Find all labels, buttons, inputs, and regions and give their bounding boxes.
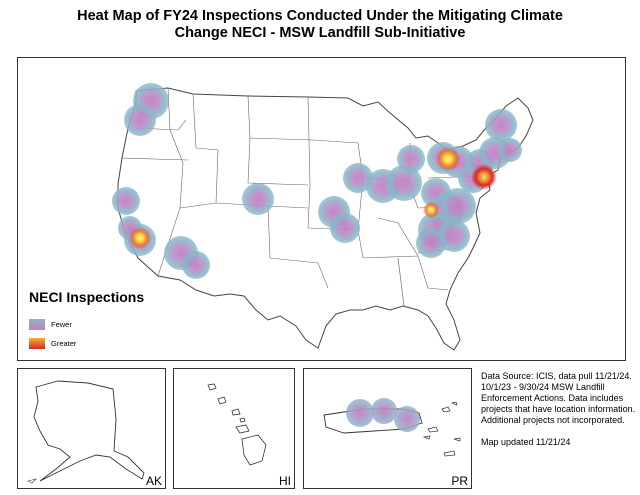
puerto-rico-label: PR (451, 474, 468, 488)
us-map-frame: NECI Inspections Fewer Greater (17, 57, 626, 361)
legend-swatch-greater (29, 338, 45, 349)
us-map (112, 83, 534, 351)
map-title-line1: Heat Map of FY24 Inspections Conducted U… (77, 8, 563, 24)
legend-label-fewer: Fewer (51, 320, 72, 329)
puerto-rico-map (323, 398, 461, 457)
hawaii-map (207, 383, 267, 466)
legend-row-fewer: Fewer (29, 319, 72, 330)
hawaii-inset: HI (173, 368, 295, 489)
legend: NECI Inspections Fewer Greater (29, 289, 145, 349)
alaska-label: AK (145, 474, 162, 488)
map-title: Heat Map of FY24 Inspections Conducted U… (0, 8, 640, 42)
map-notes: Data Source: ICIS, data pull 11/21/24. 1… (481, 371, 637, 448)
data-detail-note: 10/1/23 - 9/30/24 MSW Landfill Enforceme… (481, 382, 636, 425)
legend-row-greater: Greater (29, 338, 76, 349)
map-title-line2: Change NECI - MSW Landfill Sub-Initiativ… (174, 25, 466, 41)
alaska-map (27, 380, 145, 484)
legend-title: NECI Inspections (29, 289, 145, 305)
alaska-inset: AK (17, 368, 166, 489)
legend-swatch-fewer (29, 319, 45, 330)
heat-hotspots (129, 147, 497, 249)
data-source-note: Data Source: ICIS, data pull 11/21/24. (481, 371, 632, 381)
hawaii-label: HI (279, 474, 291, 488)
map-updated-note: Map updated 11/21/24 (481, 437, 571, 447)
puerto-rico-inset: PR (303, 368, 472, 489)
legend-label-greater: Greater (51, 339, 77, 348)
